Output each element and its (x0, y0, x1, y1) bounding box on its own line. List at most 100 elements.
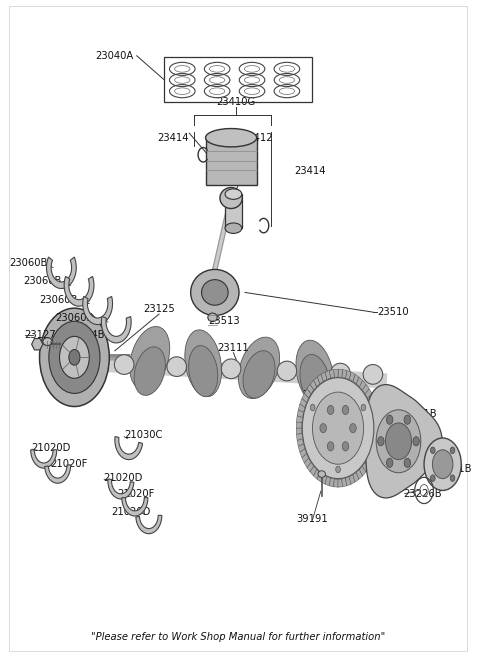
Polygon shape (313, 470, 320, 479)
Polygon shape (329, 369, 334, 378)
Ellipse shape (114, 355, 134, 374)
Circle shape (69, 350, 80, 365)
Text: "Please refer to Work Shop Manual for further information": "Please refer to Work Shop Manual for fu… (91, 631, 385, 642)
Circle shape (413, 437, 420, 446)
Text: 21020D: 21020D (103, 473, 143, 483)
Circle shape (312, 392, 364, 464)
Ellipse shape (134, 347, 166, 396)
Ellipse shape (243, 351, 275, 398)
Polygon shape (342, 369, 347, 378)
Polygon shape (310, 380, 317, 390)
Circle shape (376, 410, 421, 473)
Circle shape (378, 437, 384, 446)
Ellipse shape (363, 365, 383, 384)
Text: 23414: 23414 (157, 133, 189, 143)
Polygon shape (372, 439, 379, 446)
Polygon shape (298, 444, 305, 452)
Polygon shape (297, 439, 303, 446)
Polygon shape (353, 374, 359, 384)
Circle shape (342, 442, 349, 451)
Polygon shape (122, 497, 148, 516)
Polygon shape (136, 515, 162, 533)
Polygon shape (360, 380, 366, 390)
Polygon shape (367, 454, 374, 463)
Circle shape (311, 404, 315, 411)
Polygon shape (334, 479, 338, 487)
Polygon shape (32, 338, 43, 350)
Circle shape (386, 458, 393, 467)
Polygon shape (297, 416, 302, 423)
Text: 23124B: 23124B (66, 330, 105, 340)
Polygon shape (362, 384, 369, 394)
Circle shape (450, 475, 455, 482)
Polygon shape (329, 478, 334, 487)
Polygon shape (367, 394, 374, 403)
Ellipse shape (221, 359, 241, 378)
Polygon shape (317, 472, 324, 482)
Polygon shape (321, 372, 327, 382)
Polygon shape (325, 371, 331, 380)
Circle shape (39, 308, 109, 407)
Text: 23127B: 23127B (24, 330, 63, 340)
Polygon shape (304, 389, 311, 398)
Polygon shape (365, 389, 372, 398)
Polygon shape (370, 449, 376, 458)
Text: 21030C: 21030C (124, 430, 163, 440)
Polygon shape (297, 434, 302, 440)
Circle shape (60, 336, 89, 378)
Polygon shape (356, 377, 363, 387)
Polygon shape (374, 422, 380, 428)
Polygon shape (373, 416, 380, 423)
Polygon shape (313, 377, 320, 387)
Bar (225, 194, 242, 228)
Polygon shape (360, 466, 366, 476)
Text: 21020D: 21020D (111, 507, 151, 517)
Polygon shape (317, 374, 324, 384)
Polygon shape (45, 465, 71, 483)
Ellipse shape (205, 129, 257, 147)
Polygon shape (365, 384, 442, 498)
Polygon shape (370, 399, 376, 407)
Text: 39191: 39191 (297, 514, 328, 524)
Polygon shape (372, 410, 379, 417)
Circle shape (424, 438, 461, 490)
Polygon shape (304, 458, 311, 468)
Text: 23125: 23125 (143, 304, 175, 314)
Polygon shape (371, 444, 378, 452)
Circle shape (320, 424, 326, 433)
Ellipse shape (318, 471, 325, 478)
Text: 23513: 23513 (208, 315, 240, 326)
Bar (164, 57, 312, 102)
Ellipse shape (189, 346, 218, 397)
Text: 23412: 23412 (241, 133, 273, 143)
Polygon shape (374, 428, 380, 434)
Polygon shape (297, 410, 303, 417)
Circle shape (361, 404, 366, 411)
Text: 23060B: 23060B (56, 313, 94, 323)
Polygon shape (349, 372, 355, 382)
Polygon shape (371, 404, 378, 413)
Ellipse shape (202, 280, 228, 306)
Circle shape (431, 447, 435, 453)
Polygon shape (362, 463, 369, 472)
Polygon shape (64, 277, 94, 306)
Polygon shape (300, 399, 307, 407)
Polygon shape (83, 296, 112, 325)
Ellipse shape (130, 327, 170, 390)
Circle shape (49, 321, 100, 394)
Polygon shape (334, 369, 338, 377)
Polygon shape (302, 394, 309, 403)
Circle shape (431, 475, 435, 482)
Polygon shape (31, 450, 57, 468)
Text: 21020F: 21020F (50, 459, 87, 468)
Polygon shape (353, 472, 359, 482)
Text: 23040A: 23040A (95, 51, 133, 60)
Polygon shape (310, 466, 317, 476)
Text: 23226B: 23226B (403, 489, 442, 499)
Polygon shape (302, 454, 309, 463)
Circle shape (327, 405, 334, 415)
Circle shape (432, 450, 453, 479)
Text: 23060B: 23060B (9, 258, 48, 268)
Polygon shape (346, 371, 351, 380)
Text: 21020D: 21020D (31, 443, 71, 453)
